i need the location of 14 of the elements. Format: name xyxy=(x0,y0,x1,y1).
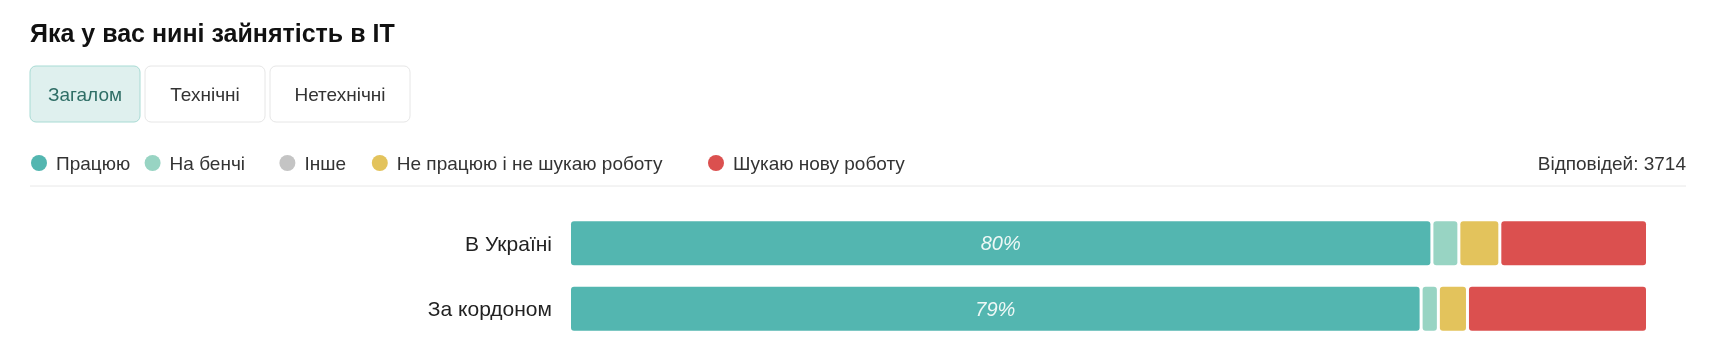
text: Нетехнічні xyxy=(294,83,386,105)
text: Відповідей: 3714 xyxy=(1537,152,1687,174)
y-tick-label: В Україні xyxy=(465,231,552,255)
legend-label: Не працюю і не шукаю роботу xyxy=(396,152,663,174)
y-tick-label: За кордоном xyxy=(427,297,552,321)
legend-label: На бенчі xyxy=(169,152,246,174)
text: Технічні xyxy=(170,83,240,105)
legend-label: Шукаю нову роботу xyxy=(733,152,906,174)
text: Загалом xyxy=(47,83,123,105)
legend-label: Працюю xyxy=(56,152,131,174)
data-label: 79% xyxy=(975,297,1016,320)
text: Яка у вас нині зайнятість в IT xyxy=(30,19,395,47)
legend-label: Інше xyxy=(304,152,346,174)
data-label: 80% xyxy=(980,232,1021,255)
